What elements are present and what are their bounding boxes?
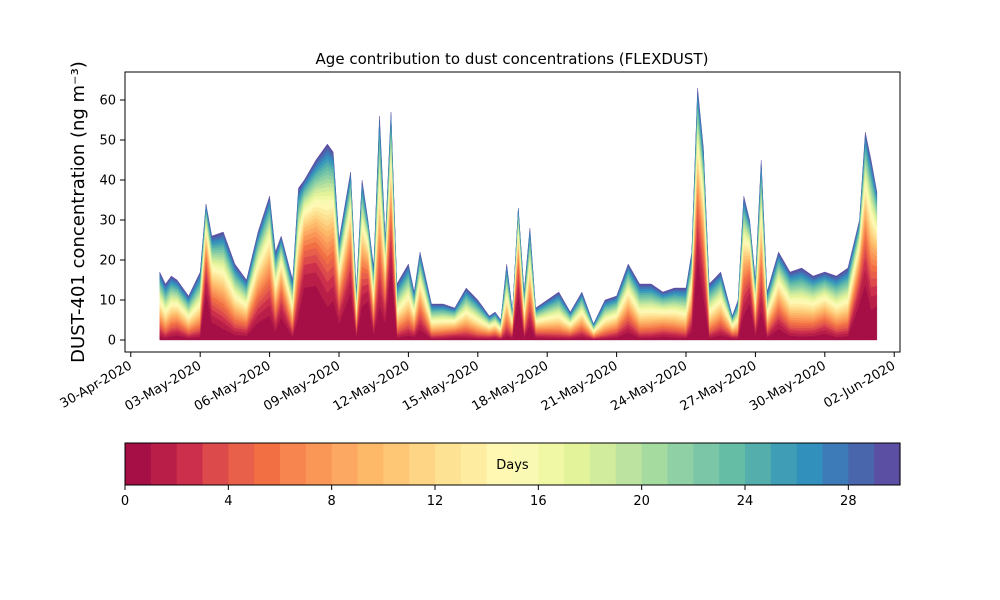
colorbar-swatch [564, 443, 591, 485]
colorbar-swatch [796, 443, 824, 485]
x-tick-label: 27-May-2020 [678, 358, 760, 414]
colorbar-swatch [590, 443, 617, 485]
colorbar-swatch [409, 443, 436, 485]
colorbar-swatch [125, 443, 152, 485]
plot-frame [124, 71, 901, 353]
colorbar-swatch [641, 443, 669, 485]
colorbar-swatch [176, 443, 204, 485]
colorbar-swatch [305, 443, 333, 485]
colorbar-swatch [822, 443, 849, 485]
colorbar-tick-label: 24 [737, 494, 754, 509]
colorbar-swatch [202, 443, 229, 485]
colorbar-tick-label: 12 [427, 494, 444, 509]
x-axis: 30-Apr-202003-May-202006-May-202009-May-… [58, 352, 898, 414]
x-tick-label: 06-May-2020 [192, 358, 274, 414]
colorbar-tick-label: 8 [328, 494, 336, 509]
colorbar-swatch [486, 443, 514, 485]
colorbar-swatch [615, 443, 643, 485]
x-tick-label: 12-May-2020 [331, 358, 413, 414]
y-tick-label: 60 [99, 94, 116, 109]
colorbar-swatch [538, 443, 565, 485]
x-tick-label: 03-May-2020 [123, 358, 205, 414]
colorbar-tick-label: 20 [633, 494, 650, 509]
x-tick-label: 30-May-2020 [747, 358, 829, 414]
colorbar-swatch [150, 443, 178, 485]
colorbar-swatch [383, 443, 410, 485]
colorbar-swatch [770, 443, 798, 485]
x-tick-label: 02-Jun-2020 [821, 358, 898, 411]
y-tick-label: 30 [99, 214, 116, 229]
colorbar-swatch [357, 443, 384, 485]
y-tick-label: 40 [99, 174, 116, 189]
x-tick-label: 24-May-2020 [608, 358, 690, 414]
colorbar-swatch [512, 443, 539, 485]
x-tick-label: 15-May-2020 [400, 358, 482, 414]
colorbar-frame [124, 442, 901, 486]
stacked-area-layers [159, 87, 878, 341]
colorbar-swatch [280, 443, 307, 485]
y-tick-label: 10 [99, 294, 116, 309]
colorbar-tick-label: 16 [530, 494, 547, 509]
colorbar-label: Days [496, 458, 529, 473]
colorbar-swatch [331, 443, 359, 485]
x-tick-label: 21-May-2020 [539, 358, 621, 414]
colorbar-swatch [874, 443, 901, 485]
x-tick-label: 09-May-2020 [261, 358, 343, 414]
colorbar: Days 0 4 8 12 16 20 24 28 [121, 442, 901, 509]
colorbar-swatch [719, 443, 746, 485]
colorbar-tick-label: 0 [121, 494, 129, 509]
y-tick-label: 50 [99, 134, 116, 149]
colorbar-swatch [848, 443, 875, 485]
y-tick-label: 20 [99, 254, 116, 269]
colorbar-swatch [254, 443, 281, 485]
chart-title: Age contribution to dust concentrations … [316, 50, 709, 68]
y-tick-label: 0 [108, 334, 116, 349]
colorbar-tick-label: 28 [840, 494, 857, 509]
colorbar-swatch [745, 443, 772, 485]
colorbar-swatch [667, 443, 694, 485]
colorbar-tick-label: 4 [224, 494, 232, 509]
colorbar-swatch [435, 443, 462, 485]
colorbar-swatch [228, 443, 255, 485]
x-tick-label: 18-May-2020 [470, 358, 552, 414]
colorbar-swatch [460, 443, 488, 485]
age-band-0-days [159, 260, 878, 341]
y-axis: 0 10 20 30 40 50 60 [99, 94, 125, 349]
y-axis-label: DUST-401 concentration (ng m⁻³) [68, 61, 89, 363]
colorbar-swatch [693, 443, 720, 485]
